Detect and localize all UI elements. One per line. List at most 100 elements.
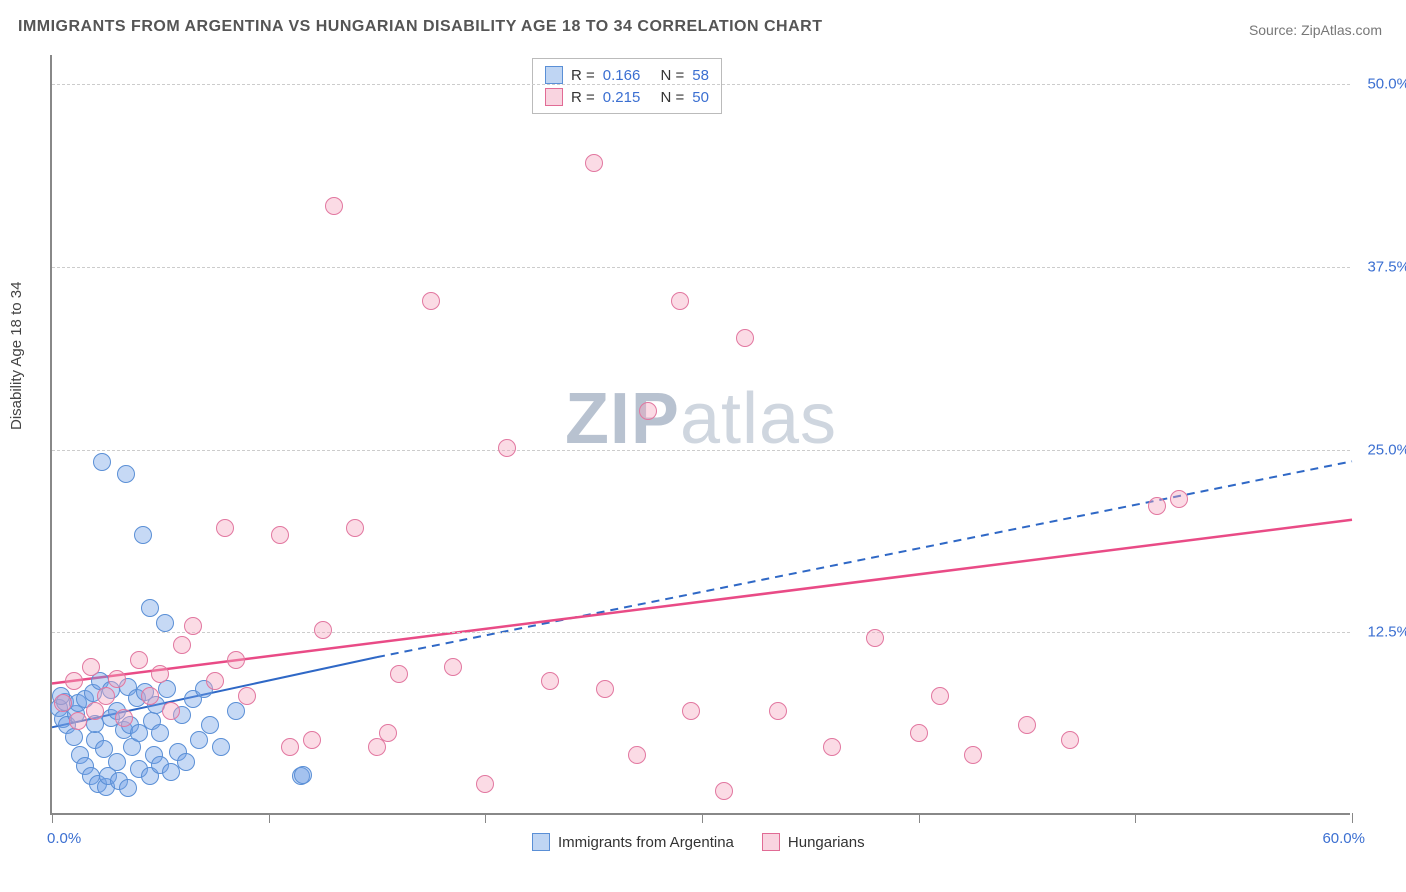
y-tick-label: 37.5%: [1367, 258, 1406, 275]
gridline: [52, 632, 1350, 633]
data-point: [1148, 497, 1166, 515]
swatch-pink-icon: [545, 88, 563, 106]
legend-stats: R = 0.166 N = 58 R = 0.215 N = 50: [532, 58, 722, 114]
data-point: [212, 738, 230, 756]
legend-bottom: Immigrants from Argentina Hungarians: [532, 833, 865, 851]
x-tick: [52, 813, 53, 823]
data-point: [476, 775, 494, 793]
data-point: [1018, 716, 1036, 734]
data-point: [379, 724, 397, 742]
n-label: N =: [660, 89, 684, 106]
data-point: [769, 702, 787, 720]
data-point: [227, 651, 245, 669]
r-label: R =: [571, 67, 595, 84]
data-point: [390, 665, 408, 683]
data-point: [108, 670, 126, 688]
legend-label-blue: Immigrants from Argentina: [558, 834, 734, 851]
data-point: [184, 617, 202, 635]
data-point: [294, 766, 312, 784]
data-point: [201, 716, 219, 734]
data-point: [54, 694, 72, 712]
gridline: [52, 267, 1350, 268]
data-point: [736, 329, 754, 347]
data-point: [314, 621, 332, 639]
watermark-bold: ZIP: [565, 379, 680, 459]
r-label: R =: [571, 89, 595, 106]
data-point: [596, 680, 614, 698]
legend-item-blue: Immigrants from Argentina: [532, 833, 734, 851]
legend-label-pink: Hungarians: [788, 834, 865, 851]
x-tick: [919, 813, 920, 823]
data-point: [498, 439, 516, 457]
chart-title: IMMIGRANTS FROM ARGENTINA VS HUNGARIAN D…: [18, 18, 822, 36]
watermark: ZIPatlas: [565, 378, 837, 460]
data-point: [303, 731, 321, 749]
data-point: [130, 651, 148, 669]
data-point: [639, 402, 657, 420]
gridline: [52, 450, 1350, 451]
x-tick: [1135, 813, 1136, 823]
data-point: [97, 687, 115, 705]
data-point: [117, 465, 135, 483]
data-point: [216, 519, 234, 537]
data-point: [964, 746, 982, 764]
gridline: [52, 84, 1350, 85]
data-point: [151, 665, 169, 683]
x-tick: [702, 813, 703, 823]
data-point: [82, 658, 100, 676]
scatter-plot: ZIPatlas R = 0.166 N = 58 R = 0.215 N = …: [50, 55, 1350, 815]
y-tick-label: 50.0%: [1367, 76, 1406, 93]
y-tick-label: 12.5%: [1367, 624, 1406, 641]
data-point: [115, 709, 133, 727]
data-point: [238, 687, 256, 705]
data-point: [162, 702, 180, 720]
source-label: Source: ZipAtlas.com: [1249, 22, 1382, 38]
data-point: [134, 526, 152, 544]
x-tick: [485, 813, 486, 823]
swatch-blue-icon: [532, 833, 550, 851]
data-point: [346, 519, 364, 537]
data-point: [141, 599, 159, 617]
n-value-pink: 50: [692, 89, 709, 106]
data-point: [93, 453, 111, 471]
data-point: [1061, 731, 1079, 749]
x-min-label: 0.0%: [47, 830, 81, 847]
data-point: [119, 779, 137, 797]
swatch-pink-icon: [762, 833, 780, 851]
data-point: [444, 658, 462, 676]
x-tick: [269, 813, 270, 823]
data-point: [422, 292, 440, 310]
data-point: [86, 702, 104, 720]
data-point: [69, 712, 87, 730]
n-value-blue: 58: [692, 67, 709, 84]
r-value-blue: 0.166: [603, 67, 641, 84]
data-point: [368, 738, 386, 756]
data-point: [108, 753, 126, 771]
watermark-light: atlas: [680, 379, 837, 459]
data-point: [541, 672, 559, 690]
data-point: [65, 672, 83, 690]
data-point: [151, 724, 169, 742]
data-point: [715, 782, 733, 800]
y-axis-title: Disability Age 18 to 34: [8, 282, 25, 430]
data-point: [206, 672, 224, 690]
data-point: [271, 526, 289, 544]
data-point: [190, 731, 208, 749]
data-point: [65, 728, 83, 746]
n-label: N =: [660, 67, 684, 84]
data-point: [227, 702, 245, 720]
data-point: [177, 753, 195, 771]
swatch-blue-icon: [545, 66, 563, 84]
r-value-pink: 0.215: [603, 89, 641, 106]
data-point: [671, 292, 689, 310]
y-tick-label: 25.0%: [1367, 441, 1406, 458]
data-point: [682, 702, 700, 720]
legend-row-pink: R = 0.215 N = 50: [545, 86, 709, 108]
legend-item-pink: Hungarians: [762, 833, 865, 851]
data-point: [173, 636, 191, 654]
data-point: [1170, 490, 1188, 508]
x-tick: [1352, 813, 1353, 823]
data-point: [156, 614, 174, 632]
data-point: [325, 197, 343, 215]
x-max-label: 60.0%: [1322, 830, 1365, 847]
